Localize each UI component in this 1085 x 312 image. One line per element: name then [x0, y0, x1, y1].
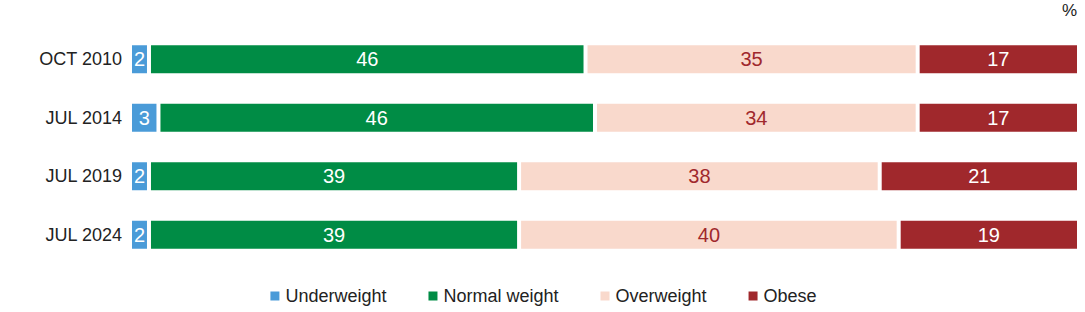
svg-text:JUL 2024: JUL 2024: [46, 225, 122, 245]
svg-text:39: 39: [323, 165, 345, 187]
svg-text:38: 38: [688, 165, 710, 187]
svg-text:OCT 2010: OCT 2010: [39, 49, 122, 69]
svg-text:46: 46: [356, 48, 378, 70]
svg-text:19: 19: [978, 224, 1000, 246]
svg-text:JUL 2019: JUL 2019: [46, 166, 122, 186]
svg-text:46: 46: [366, 107, 388, 129]
svg-text:2: 2: [134, 165, 145, 187]
svg-text:35: 35: [740, 48, 762, 70]
svg-text:2: 2: [134, 48, 145, 70]
svg-text:40: 40: [698, 224, 720, 246]
svg-text:JUL 2014: JUL 2014: [46, 108, 122, 128]
svg-text:34: 34: [745, 107, 767, 129]
svg-text:39: 39: [323, 224, 345, 246]
svg-text:21: 21: [968, 165, 990, 187]
svg-text:3: 3: [139, 107, 150, 129]
svg-text:Overweight: Overweight: [616, 286, 707, 306]
svg-text:Underweight: Underweight: [285, 286, 386, 306]
svg-text:Normal weight: Normal weight: [443, 286, 558, 306]
svg-text:17: 17: [987, 107, 1009, 129]
svg-text:17: 17: [987, 48, 1009, 70]
svg-text:2: 2: [134, 224, 145, 246]
svg-text:Obese: Obese: [764, 286, 817, 306]
svg-text:%: %: [1062, 1, 1077, 20]
